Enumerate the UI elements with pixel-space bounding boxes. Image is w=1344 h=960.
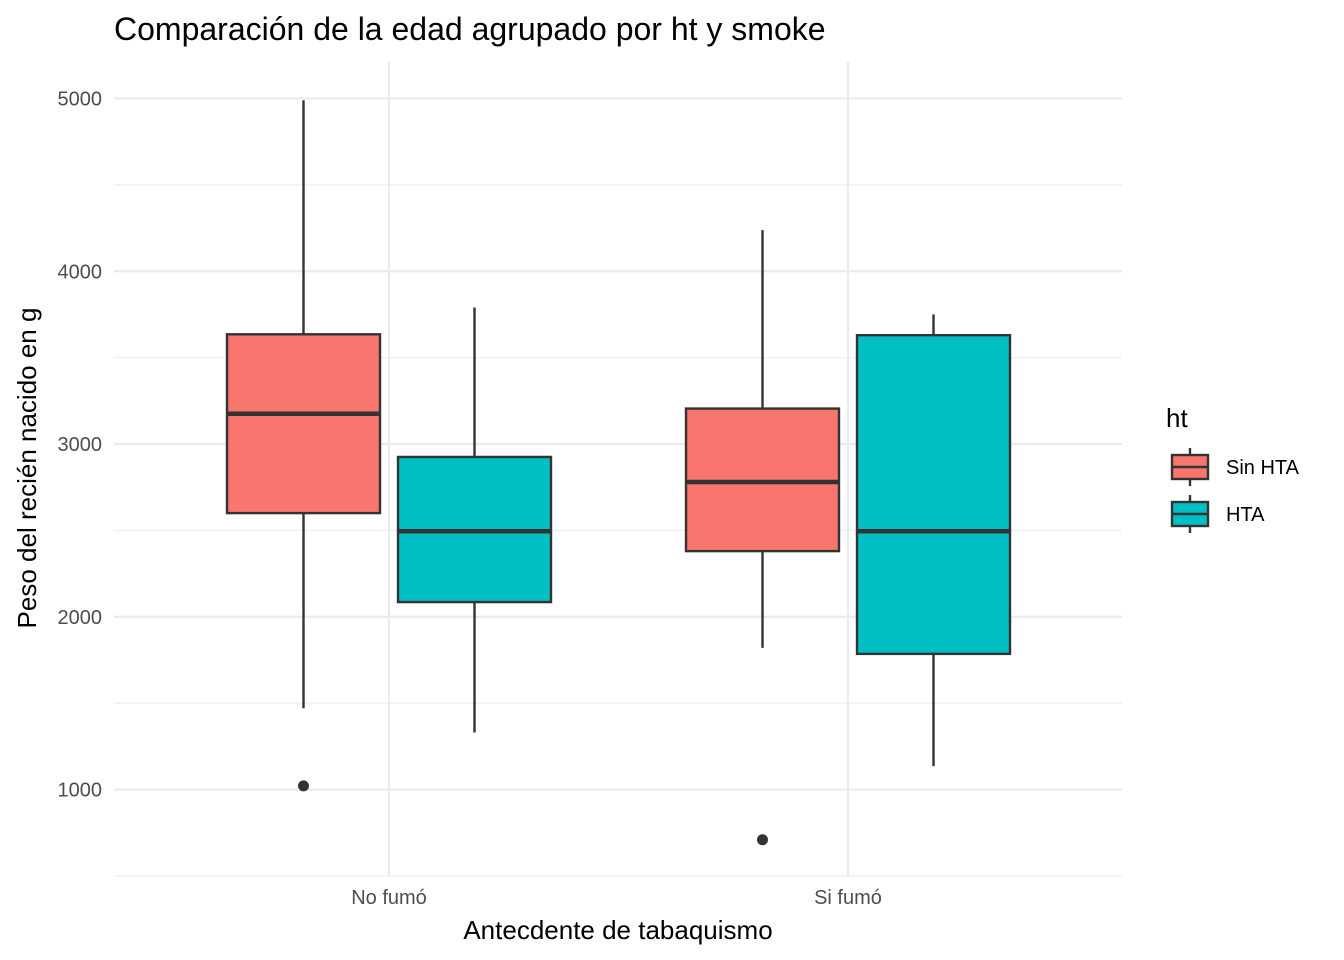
x-axis: No fumó Si fumó [351, 887, 882, 909]
chart-title: Comparación de la edad agrupado por ht y… [114, 11, 826, 47]
x-tick-label: Si fumó [814, 887, 882, 909]
legend-label: HTA [1226, 504, 1265, 526]
y-axis-title: Peso del recién nacido en g [12, 308, 42, 629]
outlier-point [757, 834, 768, 846]
legend: ht Sin HTA HTA [1166, 403, 1300, 533]
outlier-point [298, 780, 309, 792]
legend-item: HTA [1170, 495, 1265, 533]
box-iqr [855, 333, 1012, 656]
box-group [684, 230, 841, 846]
box-iqr [225, 333, 382, 515]
y-tick-label: 4000 [58, 261, 103, 283]
x-axis-title: Antecdente de tabaquismo [463, 915, 772, 945]
y-axis: 1000 2000 3000 4000 5000 [58, 89, 103, 802]
legend-label: Sin HTA [1226, 457, 1300, 479]
box-group [396, 307, 553, 733]
y-tick-label: 2000 [58, 607, 103, 629]
y-tick-label: 5000 [58, 89, 103, 111]
box-group [225, 100, 382, 792]
legend-title: ht [1166, 403, 1188, 433]
box-group [855, 314, 1012, 767]
y-tick-label: 1000 [58, 780, 103, 802]
legend-item: Sin HTA [1170, 448, 1300, 486]
y-tick-label: 3000 [58, 434, 103, 456]
x-tick-label: No fumó [351, 887, 427, 909]
boxes [225, 100, 1012, 846]
